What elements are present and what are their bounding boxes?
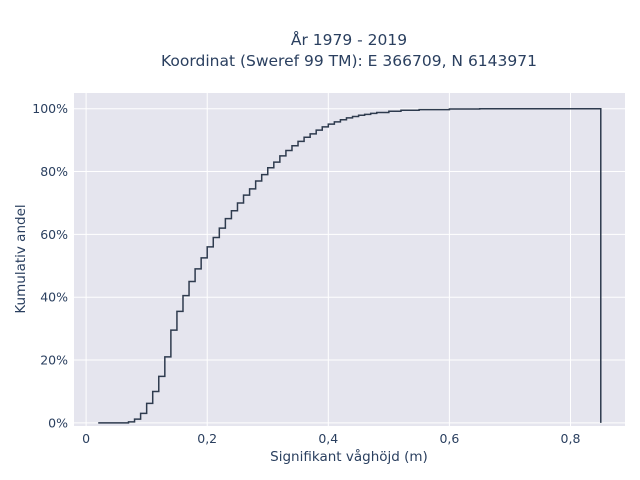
grid-lines <box>74 93 625 426</box>
y-tick-labels: 0% 20% 40% 60% 80% 100% <box>32 101 68 430</box>
x-tick-label: 0,8 <box>561 431 581 446</box>
x-tick-labels: 0 0,2 0,4 0,6 0,8 <box>82 431 580 446</box>
y-tick-label: 40% <box>40 290 68 305</box>
plot-background <box>74 93 625 426</box>
y-tick-label: 80% <box>40 164 68 179</box>
x-tick-label: 0 <box>82 431 90 446</box>
cdf-step-line <box>98 107 602 424</box>
x-tick-label: 0,6 <box>439 431 459 446</box>
y-tick-label: 60% <box>40 227 68 242</box>
y-tick-label: 20% <box>40 353 68 368</box>
series-layer <box>98 107 602 424</box>
chart-title-line2: Koordinat (Sweref 99 TM): E 366709, N 61… <box>161 52 537 70</box>
x-axis-title: Signifikant våghöjd (m) <box>270 448 428 465</box>
x-tick-label: 0,2 <box>197 431 217 446</box>
y-tick-label: 100% <box>32 101 68 116</box>
chart-title-line1: År 1979 - 2019 <box>291 30 407 49</box>
y-tick-label: 0% <box>48 415 68 430</box>
y-axis-title: Kumulativ andel <box>13 204 29 313</box>
x-tick-label: 0,4 <box>318 431 338 446</box>
